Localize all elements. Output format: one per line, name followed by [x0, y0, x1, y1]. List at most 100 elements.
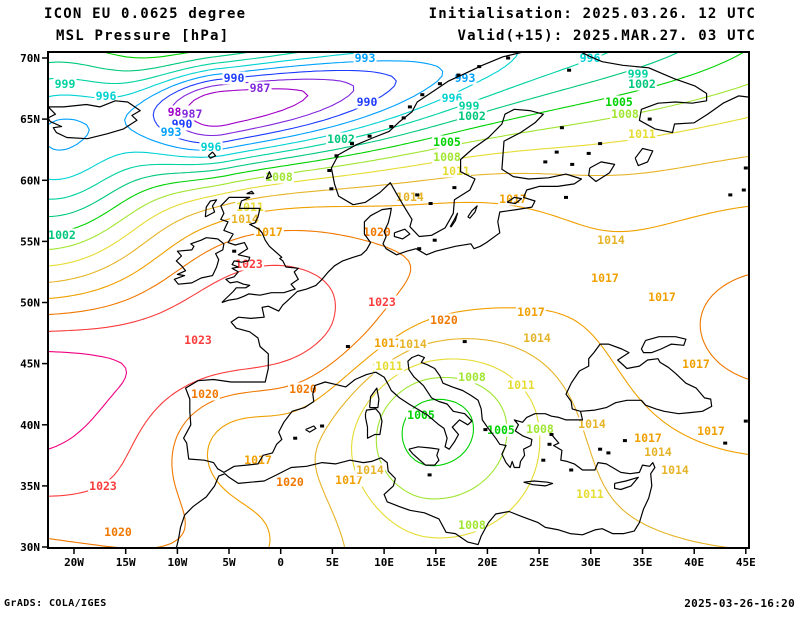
contour-label: 1011: [576, 487, 604, 501]
contour-label: 1011: [375, 359, 403, 373]
contour-label-mask: [326, 132, 356, 146]
x-tick-label: 5W: [222, 556, 236, 569]
island-lake-dot: [345, 345, 350, 348]
isobar-1002: [48, 52, 680, 218]
contour-label: 1014: [396, 190, 424, 204]
contour-label-mask: [88, 479, 118, 493]
island-lake-dot: [452, 186, 457, 190]
contour-label: 1005: [407, 408, 435, 422]
contour-label: 1023: [184, 333, 212, 347]
contour-label: 1020: [430, 313, 458, 327]
contour-label: 1011: [628, 127, 656, 141]
contour-label: 1017: [697, 424, 725, 438]
contour-label: 996: [201, 140, 222, 154]
contour-label-mask: [373, 336, 403, 350]
contour-label: 1002: [327, 132, 355, 146]
x-tick-label: 20E: [477, 556, 497, 569]
island-lake-dot: [432, 238, 437, 242]
grads-credit: GrADS: COLA/IGES: [4, 598, 107, 609]
contour-label: 1011: [236, 200, 264, 214]
y-tick-label: 30N: [20, 541, 40, 554]
contour-label-mask: [516, 305, 546, 319]
contour-label: 1002: [628, 77, 656, 91]
contour-label: 1005: [433, 135, 461, 149]
contour-label-mask: [457, 370, 487, 384]
contour-label: 1017: [682, 357, 710, 371]
contour-label: 999: [55, 77, 76, 91]
isobar-1020: [48, 229, 749, 548]
island-lake-marks: [232, 48, 748, 477]
island-lake-dot: [569, 468, 574, 472]
contour-label: 1014: [231, 212, 259, 226]
contour-label: 987: [250, 81, 271, 95]
contour-label-mask: [406, 408, 436, 422]
island-lake-dot: [506, 56, 511, 60]
island-lake-dot: [606, 451, 611, 455]
contour-label-mask: [367, 295, 397, 309]
island-lake-dot: [532, 48, 536, 51]
contour-label-mask: [596, 233, 626, 247]
contour-label-mask: [626, 67, 650, 81]
y-tick-label: 35N: [20, 480, 40, 493]
x-tick-label: 45E: [736, 556, 756, 569]
x-tick-label: 40E: [684, 556, 704, 569]
island-lake-dot: [564, 195, 568, 199]
contour-label: 1014: [597, 233, 625, 247]
x-tick-label: 0: [277, 556, 284, 569]
contour-label: 1008: [433, 150, 461, 164]
contour-label-mask: [643, 445, 673, 459]
island-lake-dot: [543, 160, 548, 164]
contour-label-mask: [429, 313, 459, 327]
island-lake-dot: [647, 117, 652, 121]
contour-label: 1011: [442, 164, 470, 178]
contour-label: 1023: [368, 295, 396, 309]
contour-label-mask: [159, 125, 183, 139]
contour-label-mask: [264, 170, 294, 184]
island-lake-dot: [554, 150, 559, 154]
island-lake-dot: [320, 424, 325, 428]
island-lake-dot: [329, 187, 334, 191]
contour-label-mask: [506, 378, 536, 392]
island-lake-dot: [743, 166, 748, 170]
island-lake-dot: [541, 458, 546, 462]
contour-label-mask: [578, 52, 602, 65]
contour-label-mask: [457, 109, 487, 123]
x-tick-label: 5E: [326, 556, 339, 569]
contour-label-mask: [647, 290, 677, 304]
y-tick-label: 60N: [20, 174, 40, 187]
contour-label: 1017: [634, 431, 662, 445]
contour-label-mask: [577, 417, 607, 431]
contour-label-mask: [432, 150, 462, 164]
y-tick-label: 50N: [20, 297, 40, 310]
axis-ticks: [42, 57, 747, 554]
contour-label: 1014: [578, 417, 606, 431]
contour-label-mask: [633, 431, 663, 445]
contour-label: 1002: [48, 228, 76, 242]
valid-time: Valid(+15): 2025.MAR.27. 03 UTC: [457, 28, 756, 44]
island-lake-dot: [462, 340, 467, 344]
contour-label-mask: [353, 52, 377, 65]
island-lake-dot: [570, 162, 575, 166]
x-tick-label: 20W: [64, 556, 84, 569]
coastline: [48, 52, 749, 548]
contour-label: 993: [161, 125, 182, 139]
island-lake-dot: [728, 193, 733, 197]
contour-label-mask: [627, 127, 657, 141]
x-tick-label: 10W: [167, 556, 187, 569]
island-lake-dot: [417, 247, 422, 251]
contour-label: 1017: [648, 290, 676, 304]
island-lake-dot: [350, 142, 354, 146]
island-lake-dot: [427, 473, 432, 477]
x-tick-label: 35E: [633, 556, 653, 569]
variable-title: MSL Pressure [hPa]: [56, 28, 230, 44]
contour-label-mask: [575, 487, 605, 501]
contour-label: 1017: [374, 336, 402, 350]
creation-timestamp: 2025-03-26-16:20: [684, 597, 795, 610]
contour-label-mask: [48, 228, 77, 242]
contour-label: 1008: [611, 107, 639, 121]
contour-label-mask: [681, 357, 711, 371]
contour-label: 1014: [356, 463, 384, 477]
island-lake-dot: [743, 419, 748, 423]
contour-label: 990: [357, 95, 378, 109]
